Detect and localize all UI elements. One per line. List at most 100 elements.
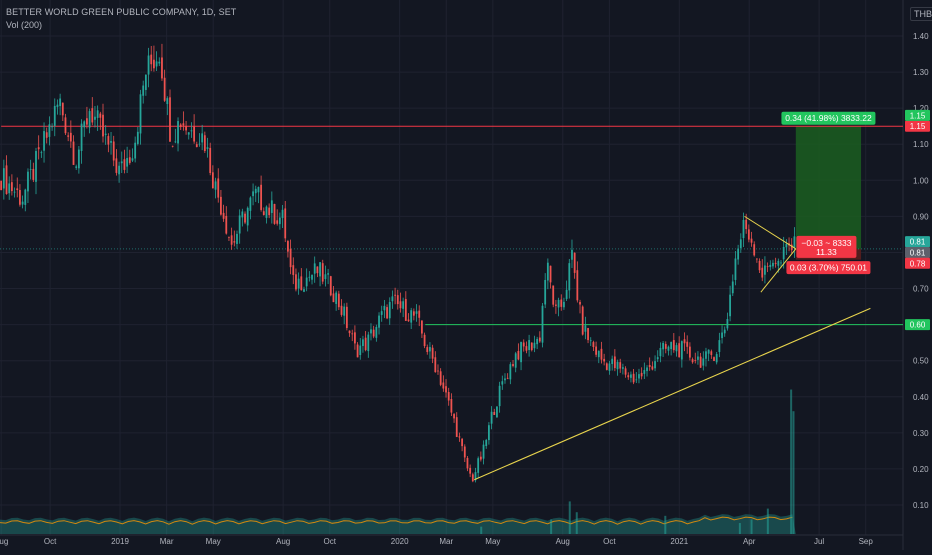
- candle-body: [53, 105, 56, 126]
- candle-body: [319, 262, 321, 277]
- x-tick-label: 2019: [111, 537, 129, 546]
- candle-body: [621, 367, 624, 369]
- candle-body: [61, 102, 64, 116]
- volume-indicator-label[interactable]: Vol (200): [6, 20, 43, 30]
- x-tick-label: May: [485, 537, 500, 546]
- candle-body: [656, 357, 659, 360]
- candle-body: [404, 299, 407, 321]
- candle-body: [643, 370, 646, 374]
- candle-body: [412, 311, 415, 316]
- price-badge: 1.15: [905, 109, 930, 121]
- candle-body: [726, 319, 729, 329]
- candle-body: [386, 307, 388, 319]
- candle-body: [292, 265, 295, 275]
- candle-body: [19, 190, 21, 205]
- volume-bar: [568, 501, 571, 534]
- price-badge-text: 0.78: [910, 259, 926, 268]
- candle-body: [174, 141, 177, 143]
- price-badge-box: [905, 236, 930, 248]
- candle-body: [335, 292, 338, 304]
- candle-body: [244, 213, 246, 223]
- candle-body: [265, 206, 268, 218]
- candle-body: [755, 258, 758, 260]
- candle-body: [0, 180, 3, 191]
- candle-body: [611, 358, 614, 364]
- candle-body: [488, 425, 490, 441]
- candle-body: [501, 381, 504, 385]
- x-tick-label: Oct: [324, 537, 337, 546]
- candle-body: [206, 147, 209, 149]
- candle-body: [659, 347, 662, 357]
- candle-body: [399, 301, 402, 309]
- candle-body: [83, 121, 86, 128]
- candle-body: [753, 244, 756, 256]
- candle-body: [268, 207, 271, 216]
- x-tick-label: Aug: [0, 537, 8, 546]
- risk-reward-box: [796, 235, 857, 258]
- candle-body: [702, 358, 705, 366]
- candle-body: [423, 334, 426, 347]
- candle-body: [40, 152, 43, 154]
- x-tick-label: May: [206, 537, 221, 546]
- candle-body: [697, 356, 699, 360]
- candle-body: [458, 436, 461, 438]
- candle-body: [434, 357, 437, 373]
- stop-label-text: 0.03 (3.70%) 750.01: [790, 263, 867, 273]
- candle-body: [514, 353, 517, 368]
- candle-body: [729, 294, 731, 317]
- price-badge: 0.81: [905, 236, 930, 248]
- volume-bar: [792, 411, 795, 534]
- candle-body: [59, 98, 62, 107]
- x-tick-label: Aug: [556, 537, 570, 546]
- candle-body: [262, 211, 265, 215]
- candle-body: [126, 158, 129, 167]
- candle-body: [370, 329, 372, 334]
- candle-body: [115, 158, 118, 173]
- candle-body: [461, 438, 464, 447]
- candle-body: [348, 330, 351, 334]
- triangle-upper-line: [744, 215, 797, 250]
- candle-body: [758, 260, 761, 271]
- candle-body: [171, 145, 174, 147]
- candle-body: [249, 197, 252, 211]
- candle-body: [638, 374, 640, 379]
- candle-body: [190, 130, 193, 132]
- y-tick-label: 1.00: [913, 176, 929, 185]
- candle-body: [222, 212, 225, 219]
- y-tick-label: 1.10: [913, 140, 929, 149]
- candle-body: [455, 417, 458, 437]
- candle-body: [635, 379, 638, 381]
- candle-body: [388, 302, 391, 319]
- candle-body: [520, 341, 522, 363]
- candle-body: [35, 151, 37, 182]
- candle-body: [142, 85, 145, 96]
- candle-body: [750, 238, 753, 243]
- candle-body: [437, 370, 439, 372]
- price-badge-text: 1.15: [910, 122, 926, 131]
- candle-body: [153, 59, 155, 69]
- candle-body: [107, 136, 110, 145]
- candle-body: [785, 243, 788, 248]
- candle-body: [664, 343, 667, 349]
- candle-body: [552, 285, 555, 305]
- candle-body: [233, 241, 236, 243]
- price-badge-box: [905, 257, 930, 269]
- volume-bar: [766, 508, 769, 534]
- currency-button[interactable]: THB: [910, 7, 932, 21]
- candle-body: [21, 201, 24, 205]
- candle-body: [209, 147, 212, 173]
- price-badge: 0.81: [905, 246, 930, 258]
- candle-body: [139, 94, 142, 134]
- candle-body: [51, 126, 53, 128]
- candle-body: [678, 343, 681, 358]
- candle-body: [88, 111, 91, 128]
- candle-body: [707, 349, 710, 354]
- x-tick-label: Oct: [603, 537, 616, 546]
- candle-body: [321, 263, 324, 282]
- candle-body: [225, 215, 228, 234]
- candle-body: [185, 126, 187, 131]
- candle-body: [565, 289, 568, 299]
- x-tick-label: Apr: [743, 537, 756, 546]
